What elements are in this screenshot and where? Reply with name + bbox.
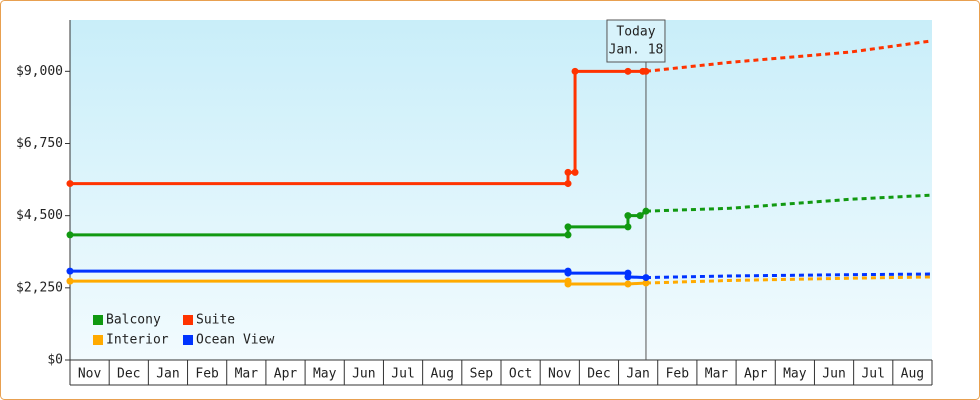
today-box: [606, 19, 666, 63]
legend-label: Interior: [106, 333, 169, 348]
legend-label: Suite: [196, 313, 235, 328]
forecast-line: [645, 39, 933, 73]
point: [624, 223, 632, 231]
forecast-line: [645, 275, 933, 285]
x-tick-label: Mar: [705, 367, 729, 382]
forecast-line: [645, 272, 933, 280]
x-tick-label: Dec: [587, 367, 610, 382]
point: [66, 277, 74, 285]
x-tick-label: Dec: [117, 367, 140, 382]
x-tick-label: Nov: [548, 367, 572, 382]
point: [642, 207, 650, 215]
x-tick-label: Feb: [666, 367, 690, 382]
x-tick-label: Aug: [901, 367, 924, 382]
point: [624, 212, 632, 220]
x-tick-label: Feb: [195, 367, 219, 382]
point: [66, 267, 74, 275]
point: [624, 273, 632, 281]
x-tick-label: Jun: [822, 367, 845, 382]
plot-area: [70, 20, 932, 360]
x-tick-label: Jan: [156, 367, 179, 382]
point: [564, 223, 572, 231]
point: [642, 67, 650, 75]
legend-swatch: [183, 315, 193, 325]
point: [624, 67, 632, 75]
point: [624, 280, 632, 288]
legend-swatch: [93, 335, 103, 345]
x-tick-label: Sep: [470, 367, 494, 382]
legend-swatch: [183, 335, 193, 345]
x-tick-label: Jul: [391, 367, 414, 382]
x-tick-label: May: [783, 367, 807, 382]
x-tick-label: Oct: [509, 367, 532, 382]
y-tick-label: $6,750: [16, 136, 63, 151]
today-date: Jan. 18: [609, 43, 664, 58]
y-tick-label: $9,000: [16, 64, 63, 79]
point: [66, 180, 74, 188]
point: [642, 274, 650, 282]
y-tick-label: $2,250: [16, 280, 63, 295]
point: [571, 67, 579, 75]
x-tick-label: Jul: [861, 367, 884, 382]
point: [564, 269, 572, 277]
legend-label: Ocean View: [196, 333, 274, 348]
point: [571, 168, 579, 176]
x-tick-label: May: [313, 367, 337, 382]
x-tick-label: Jun: [352, 367, 375, 382]
today-title: Today: [616, 25, 655, 40]
point: [66, 231, 74, 239]
legend-swatch: [93, 315, 103, 325]
point: [642, 279, 650, 287]
legend-label: Balcony: [106, 313, 161, 328]
point: [564, 231, 572, 239]
point: [564, 168, 572, 176]
x-tick-label: Aug: [430, 367, 453, 382]
x-tick-label: Mar: [235, 367, 259, 382]
x-tick-label: Apr: [274, 367, 298, 382]
x-tick-label: Nov: [78, 367, 102, 382]
y-tick-label: $0: [47, 353, 63, 368]
point: [564, 180, 572, 188]
forecast-line: [645, 193, 933, 213]
y-tick-label: $4,500: [16, 208, 63, 223]
point: [636, 212, 644, 220]
x-tick-label: Jan: [626, 367, 649, 382]
point: [564, 280, 572, 288]
x-tick-label: Apr: [744, 367, 768, 382]
